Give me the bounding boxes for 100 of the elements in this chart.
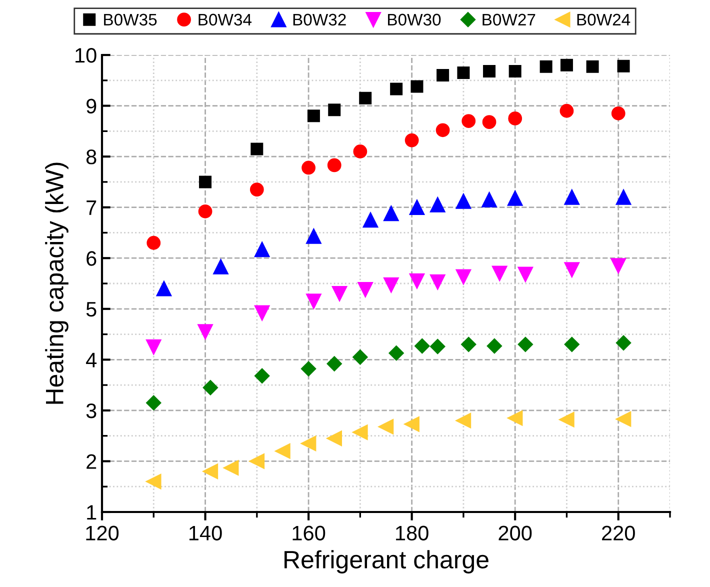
y-tick-label: 8 xyxy=(86,150,96,164)
point xyxy=(436,123,450,138)
y-axis-title: Heating capacity (kW) xyxy=(45,162,68,404)
point xyxy=(482,115,496,129)
point xyxy=(616,190,632,205)
y-tick-label: 4 xyxy=(86,352,97,368)
x-tick-label: 200 xyxy=(498,526,532,540)
point xyxy=(198,204,212,218)
point xyxy=(414,338,430,354)
legend-label: B0W32 xyxy=(293,14,346,26)
point xyxy=(146,474,162,490)
x-tick-label: 220 xyxy=(602,526,635,540)
point xyxy=(564,190,580,205)
point xyxy=(410,80,424,93)
point xyxy=(492,266,508,281)
point xyxy=(156,280,172,296)
point xyxy=(540,60,552,73)
y-tick-label: 7 xyxy=(86,200,96,215)
y-tick-label: 3 xyxy=(86,403,96,418)
point xyxy=(358,282,373,298)
point xyxy=(300,361,316,376)
point xyxy=(611,106,626,120)
point xyxy=(250,182,264,197)
point xyxy=(213,259,228,274)
point xyxy=(275,443,290,459)
legend-label: B0W34 xyxy=(198,14,252,26)
legend-label: B0W30 xyxy=(388,14,441,26)
y-tick-label: 6 xyxy=(86,251,96,266)
point xyxy=(202,380,218,396)
point xyxy=(362,212,378,228)
point xyxy=(146,395,162,410)
point xyxy=(457,66,470,80)
point xyxy=(610,258,626,274)
point xyxy=(461,336,476,352)
point xyxy=(327,158,342,172)
point xyxy=(352,350,368,365)
point xyxy=(359,92,372,104)
point xyxy=(616,411,632,427)
point xyxy=(560,104,574,118)
point xyxy=(254,368,270,384)
point xyxy=(430,274,446,290)
point xyxy=(332,286,348,302)
point xyxy=(404,133,419,148)
x-tick-label: 120 xyxy=(86,526,119,540)
point xyxy=(249,454,265,469)
point xyxy=(482,192,497,208)
point xyxy=(390,82,403,96)
point xyxy=(507,190,523,206)
legend-label: B0W24 xyxy=(577,14,630,26)
point xyxy=(560,58,573,72)
point xyxy=(254,242,270,258)
point xyxy=(564,262,580,278)
point xyxy=(198,324,213,340)
point xyxy=(559,412,574,428)
point xyxy=(518,336,533,352)
point xyxy=(352,424,368,440)
point xyxy=(199,176,212,188)
y-tick-label: 9 xyxy=(86,98,96,114)
point xyxy=(146,236,161,250)
point xyxy=(586,60,599,73)
point xyxy=(617,60,630,72)
point xyxy=(306,294,322,309)
point xyxy=(508,112,522,126)
point xyxy=(436,69,450,82)
point xyxy=(250,142,264,156)
point xyxy=(456,194,472,209)
x-tick-label: 140 xyxy=(189,526,222,540)
point xyxy=(456,412,472,428)
point xyxy=(616,335,632,350)
y-tick-label: 2 xyxy=(86,454,96,469)
point xyxy=(409,273,425,289)
point xyxy=(378,419,394,434)
point xyxy=(430,338,446,354)
point xyxy=(307,110,320,122)
point xyxy=(508,65,522,78)
point xyxy=(564,336,580,352)
point xyxy=(456,269,472,285)
point xyxy=(404,416,420,432)
legend-label: B0W35 xyxy=(104,14,157,26)
point xyxy=(483,65,496,78)
point xyxy=(409,200,425,215)
x-tick-label: 160 xyxy=(292,526,326,540)
y-tick-label: 1 xyxy=(87,505,96,520)
point xyxy=(353,144,368,158)
point xyxy=(254,305,270,321)
point xyxy=(326,356,342,372)
y-tick-label: 10 xyxy=(76,48,96,63)
point xyxy=(300,436,316,452)
point xyxy=(518,266,534,282)
point xyxy=(202,464,218,480)
point xyxy=(430,197,446,212)
legend-label: B0W27 xyxy=(482,14,536,26)
point xyxy=(384,277,399,293)
point xyxy=(384,206,399,222)
point xyxy=(507,410,523,426)
point xyxy=(388,345,404,361)
point xyxy=(328,104,341,116)
x-axis-title: Refrigerant charge xyxy=(284,550,488,574)
point xyxy=(306,228,322,244)
point xyxy=(462,114,476,128)
